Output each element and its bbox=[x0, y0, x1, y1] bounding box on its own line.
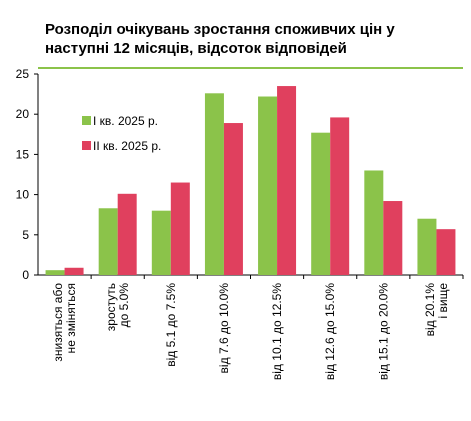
x-category-label-6-line-0: від 15.1 до 20.0% bbox=[376, 283, 390, 380]
bar-s1-6 bbox=[364, 170, 384, 275]
title-rule bbox=[38, 67, 463, 69]
legend-swatch-1 bbox=[82, 116, 91, 125]
legend-label-2: II кв. 2025 р. bbox=[93, 139, 161, 153]
chart-title: Розподіл очікувань зростання споживчих ц… bbox=[45, 21, 395, 57]
bar-s1-7 bbox=[417, 218, 437, 275]
x-category-label-7: від 20.1% і вище bbox=[423, 283, 450, 337]
x-category-label-6: від 15.1 до 20.0% bbox=[376, 283, 390, 380]
x-category-label-3-line-0: від 7.6 до 10.0% bbox=[217, 283, 231, 374]
y-tick-label-3: 15 bbox=[16, 147, 30, 161]
y-tick-label-2: 10 bbox=[16, 188, 30, 202]
x-category-label-1: зростуть до 5.0% bbox=[104, 283, 131, 332]
x-category-label-5-line-0: від 12.6 до 15.0% bbox=[323, 283, 337, 380]
bar-s2-2 bbox=[170, 182, 190, 275]
x-category-label-0-line-1: не зміняться bbox=[64, 283, 78, 353]
x-category-label-1-line-0: зростуть bbox=[104, 283, 118, 331]
x-category-label-4-line-0: від 10.1 до 12.5% bbox=[270, 283, 284, 380]
x-category-label-7-line-1: і вище bbox=[436, 283, 450, 319]
bar-s1-3 bbox=[204, 93, 224, 276]
bar-s2-3 bbox=[223, 123, 243, 275]
x-category-label-2: від 5.1 до 7.5% bbox=[164, 283, 178, 367]
x-category-label-0-line-0: знизяться або bbox=[51, 283, 65, 362]
bar-s2-6 bbox=[383, 201, 403, 275]
y-tick-label-0: 0 bbox=[22, 268, 29, 282]
x-category-label-5: від 12.6 до 15.0% bbox=[323, 283, 337, 380]
bar-s2-4 bbox=[277, 86, 297, 275]
x-category-label-3: від 7.6 до 10.0% bbox=[217, 283, 231, 374]
x-category-label-7-line-0: від 20.1% bbox=[423, 283, 437, 337]
y-tick-label-1: 5 bbox=[22, 228, 29, 242]
bar-s2-1 bbox=[117, 193, 137, 275]
y-tick-label-4: 20 bbox=[16, 107, 30, 121]
bar-s2-0 bbox=[64, 267, 84, 275]
bar-s1-1 bbox=[98, 208, 118, 275]
x-category-label-2-line-0: від 5.1 до 7.5% bbox=[164, 283, 178, 367]
bar-s1-4 bbox=[258, 96, 278, 276]
bar-s1-5 bbox=[311, 132, 331, 275]
y-tick-label-5: 25 bbox=[16, 67, 30, 81]
bar-s2-5 bbox=[330, 117, 350, 275]
legend-swatch-2 bbox=[82, 141, 91, 150]
bar-s1-0 bbox=[45, 270, 65, 275]
legend-label-1: I кв. 2025 р. bbox=[93, 114, 158, 128]
bar-s2-7 bbox=[436, 229, 456, 275]
bar-s1-2 bbox=[151, 210, 171, 275]
x-category-label-4: від 10.1 до 12.5% bbox=[270, 283, 284, 380]
x-category-label-1-line-1: до 5.0% bbox=[117, 283, 131, 328]
x-category-label-0: знизяться або не зміняться bbox=[51, 283, 78, 362]
